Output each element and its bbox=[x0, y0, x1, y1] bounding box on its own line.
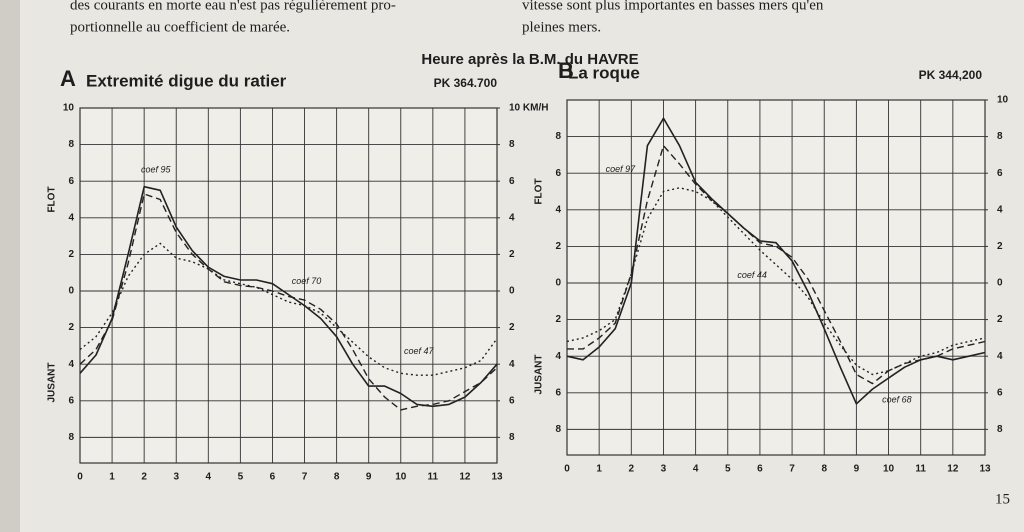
x-tick-label: 13 bbox=[491, 472, 503, 483]
y2-tick-label: 0 bbox=[997, 278, 1003, 289]
y2-tick-label: 10 bbox=[997, 95, 1009, 106]
x-tick-label: 8 bbox=[334, 472, 340, 483]
x-tick-label: 8 bbox=[821, 464, 827, 475]
series-line bbox=[567, 145, 986, 385]
x-tick-label: 10 bbox=[395, 472, 407, 483]
body-text: portionnelle au coefficient de marée. bbox=[70, 19, 290, 35]
y2-tick-label: 4 bbox=[997, 204, 1003, 215]
axis-label: JUSANT bbox=[534, 354, 545, 394]
body-text: des courants en morte eau n'est pas régu… bbox=[70, 0, 396, 13]
series-annotation: coef 95 bbox=[141, 165, 172, 175]
y-tick-label: 0 bbox=[555, 278, 561, 289]
y-tick-label: 6 bbox=[555, 387, 561, 398]
y2-tick-label: 8 bbox=[509, 432, 515, 443]
plot-area bbox=[566, 99, 986, 456]
series-line bbox=[79, 242, 498, 376]
y2-tick-label: 2 bbox=[997, 314, 1003, 325]
y-tick-label: 4 bbox=[68, 359, 74, 370]
y-tick-label: 8 bbox=[555, 131, 561, 142]
y2-tick-label: 4 bbox=[509, 212, 515, 223]
axis-label: FLOT bbox=[534, 178, 545, 204]
y-tick-label: 2 bbox=[555, 314, 561, 325]
x-tick-label: 0 bbox=[564, 464, 570, 475]
x-tick-label: 3 bbox=[661, 464, 667, 475]
series-line bbox=[79, 193, 498, 411]
x-tick-label: 12 bbox=[459, 472, 471, 483]
x-tick-label: 9 bbox=[366, 472, 372, 483]
y2-tick-label: 6 bbox=[997, 168, 1003, 179]
y-tick-label: 6 bbox=[68, 176, 74, 187]
body-text: vitesse sont plus importantes en basses … bbox=[522, 0, 824, 13]
x-tick-label: 7 bbox=[789, 464, 795, 475]
series-annotation: coef 44 bbox=[737, 270, 767, 280]
y-tick-label: 6 bbox=[68, 395, 74, 406]
series-annotation: coef 70 bbox=[292, 276, 322, 286]
page-number: 15 bbox=[995, 491, 1010, 507]
x-tick-label: 1 bbox=[109, 472, 115, 483]
x-tick-label: 0 bbox=[77, 472, 83, 483]
y2-tick-label: 10 KM/H bbox=[509, 103, 548, 114]
y2-tick-label: 6 bbox=[997, 387, 1003, 398]
y-tick-label: 4 bbox=[555, 351, 561, 362]
y-tick-label: 4 bbox=[555, 204, 561, 215]
header: Heure après la B.M. du HAVRE bbox=[421, 51, 638, 68]
x-tick-label: 2 bbox=[629, 464, 635, 475]
y2-tick-label: 8 bbox=[997, 424, 1003, 435]
x-tick-label: 13 bbox=[979, 464, 991, 475]
y2-tick-label: 4 bbox=[509, 359, 515, 370]
chart-letter: B bbox=[558, 58, 574, 83]
y-tick-label: 8 bbox=[555, 424, 561, 435]
y2-tick-label: 8 bbox=[509, 139, 515, 150]
x-tick-label: 4 bbox=[206, 472, 212, 483]
x-tick-label: 4 bbox=[693, 464, 699, 475]
y2-tick-label: 6 bbox=[509, 395, 515, 406]
y-tick-label: 4 bbox=[68, 212, 74, 223]
plot-area bbox=[79, 107, 498, 464]
x-tick-label: 5 bbox=[725, 464, 731, 475]
x-tick-label: 1 bbox=[596, 464, 602, 475]
y-tick-label: 2 bbox=[68, 322, 74, 333]
y2-tick-label: 2 bbox=[997, 241, 1003, 252]
x-tick-label: 10 bbox=[883, 464, 895, 475]
series-annotation: coef 47 bbox=[404, 346, 435, 356]
body-text: pleines mers. bbox=[522, 19, 601, 35]
y-tick-label: 0 bbox=[68, 286, 74, 297]
chart-letter: A bbox=[60, 66, 76, 91]
series-line bbox=[566, 187, 986, 376]
y-tick-label: 8 bbox=[68, 139, 74, 150]
axis-label: JUSANT bbox=[47, 362, 58, 402]
y2-tick-label: 2 bbox=[509, 249, 515, 260]
series-line bbox=[566, 117, 986, 405]
x-tick-label: 7 bbox=[302, 472, 308, 483]
series-annotation: coef 68 bbox=[882, 394, 912, 404]
chart-title: Extremité digue du ratier bbox=[86, 71, 287, 90]
chart-subtitle: PK 364.700 bbox=[434, 76, 498, 90]
y2-tick-label: 4 bbox=[997, 351, 1003, 362]
y2-tick-label: 2 bbox=[509, 322, 515, 333]
y2-tick-label: 0 bbox=[509, 286, 515, 297]
y-tick-label: 6 bbox=[555, 168, 561, 179]
x-tick-label: 6 bbox=[270, 472, 276, 483]
x-tick-label: 11 bbox=[428, 472, 439, 483]
x-tick-label: 3 bbox=[173, 472, 179, 483]
x-tick-label: 6 bbox=[757, 464, 763, 475]
y-tick-label: 10 bbox=[63, 103, 75, 114]
x-tick-label: 2 bbox=[141, 472, 147, 483]
axis-label: FLOT bbox=[47, 186, 58, 212]
x-tick-label: 11 bbox=[915, 464, 926, 475]
x-tick-label: 9 bbox=[854, 464, 860, 475]
chart-title: La roque bbox=[568, 63, 640, 82]
y2-tick-label: 6 bbox=[509, 176, 515, 187]
y-tick-label: 2 bbox=[68, 249, 74, 260]
y2-tick-label: 8 bbox=[997, 131, 1003, 142]
y-tick-label: 8 bbox=[68, 432, 74, 443]
series-annotation: coef 97 bbox=[606, 164, 637, 174]
chart-subtitle: PK 344,200 bbox=[919, 68, 983, 82]
page-edge bbox=[0, 0, 20, 532]
x-tick-label: 5 bbox=[238, 472, 244, 483]
y-tick-label: 2 bbox=[555, 241, 561, 252]
x-tick-label: 12 bbox=[947, 464, 959, 475]
